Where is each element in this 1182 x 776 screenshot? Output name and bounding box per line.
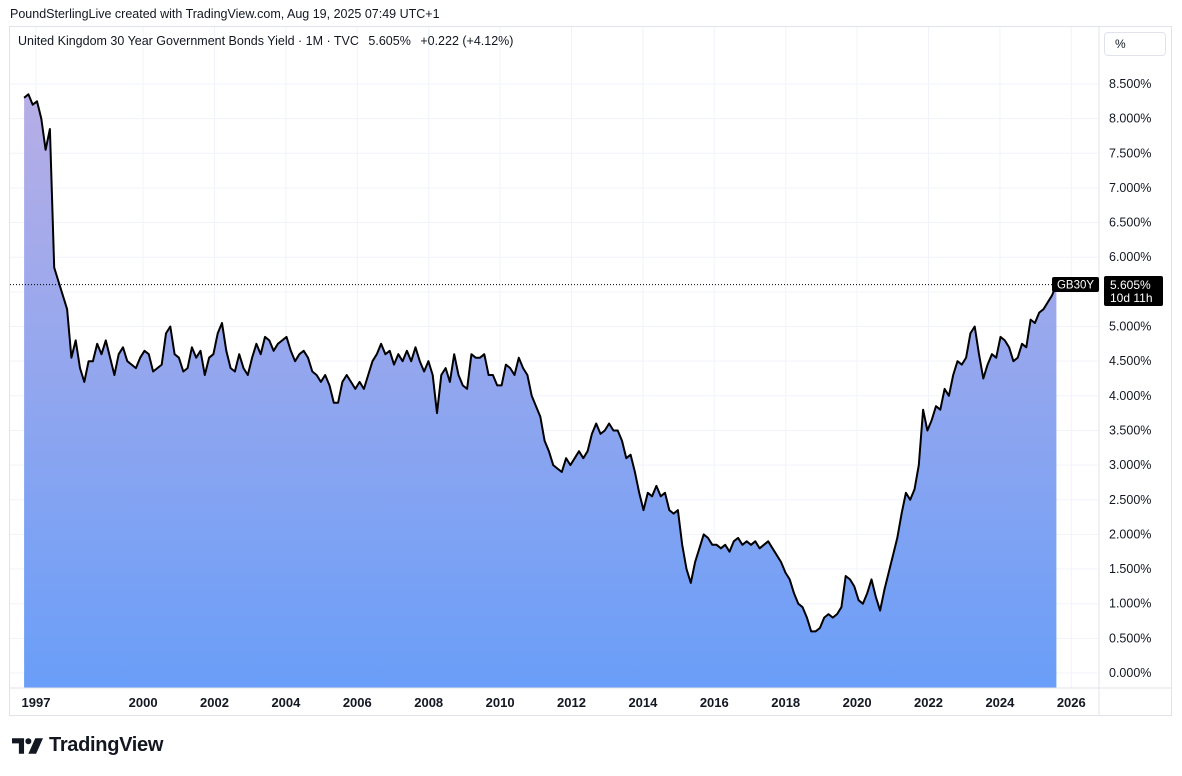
y-tick-label: 0.000% (1109, 666, 1151, 680)
tradingview-logo[interactable]: TradingView (12, 734, 163, 757)
y-axis[interactable]: 0.000% 0.500% 1.000% 1.500% 2.000% 2.500% 3.00… (1109, 77, 1151, 680)
price-unit-selector[interactable]: % (1104, 32, 1166, 56)
y-tick-label: 5.000% (1109, 320, 1151, 334)
tradingview-logo-text: TradingView (49, 734, 164, 756)
legend-title: United Kingdom 30 Year Government Bonds … (18, 34, 359, 48)
x-tick-label: 2000 (129, 695, 158, 710)
chart-panel (9, 26, 1172, 716)
x-tick-label: 2008 (414, 695, 443, 710)
x-tick-label: 2004 (271, 695, 301, 710)
x-tick-label: 2014 (628, 695, 658, 710)
y-tick-label: 3.000% (1109, 458, 1151, 472)
y-tick-label: 4.000% (1109, 389, 1151, 403)
x-tick-label: 2012 (557, 695, 586, 710)
y-tick-label: 3.500% (1109, 423, 1151, 437)
y-tick-label: 2.500% (1109, 493, 1151, 507)
y-tick-label: 1.500% (1109, 562, 1151, 576)
x-axis[interactable]: 1997 2000 2002 2004 2006 2008 2010 2012 2014 2016… (22, 695, 1086, 710)
value-tag-bg (1104, 276, 1163, 306)
x-tick-label: 2026 (1057, 695, 1086, 710)
created-by-text: PoundSterlingLive created with TradingVi… (10, 7, 440, 21)
y-tick-label: 8.000% (1109, 112, 1151, 126)
countdown-tag: 10d 11h (1110, 291, 1153, 305)
x-tick-label: 2002 (200, 695, 229, 710)
legend: United Kingdom 30 Year Government Bonds … (18, 34, 519, 48)
y-tick-label: 6.000% (1109, 250, 1151, 264)
y-tick-label: 7.000% (1109, 181, 1151, 195)
tradingview-logo-icon (12, 737, 43, 754)
x-tick-label: 1997 (22, 695, 51, 710)
x-tick-label: 2006 (343, 695, 372, 710)
y-tick-label: 2.000% (1109, 527, 1151, 541)
y-tick-label: 1.000% (1109, 597, 1151, 611)
y-tick-label: 7.500% (1109, 146, 1151, 160)
y-tick-label: 6.500% (1109, 216, 1151, 230)
last-price-label: GB30Y 5.605% 10d 11h (1052, 276, 1163, 306)
yield-area (24, 94, 1057, 689)
y-tick-label: 4.500% (1109, 354, 1151, 368)
value-tag: 5.605% (1110, 278, 1151, 292)
x-tick-label: 2010 (486, 695, 515, 710)
legend-last-value: 5.605% (368, 34, 411, 48)
y-tick-label: 8.500% (1109, 77, 1151, 91)
y-tick-label: 0.500% (1109, 631, 1151, 645)
x-tick-label: 2020 (843, 695, 872, 710)
x-tick-label: 2022 (914, 695, 943, 710)
symbol-tag-bg (1052, 277, 1099, 292)
x-tick-label: 2018 (771, 695, 800, 710)
legend-change: +0.222 (+4.12%) (420, 34, 514, 48)
x-tick-label: 2016 (700, 695, 729, 710)
symbol-tag: GB30Y (1057, 280, 1094, 292)
yield-line (23, 93, 1058, 633)
x-tick-label: 2024 (985, 695, 1015, 710)
